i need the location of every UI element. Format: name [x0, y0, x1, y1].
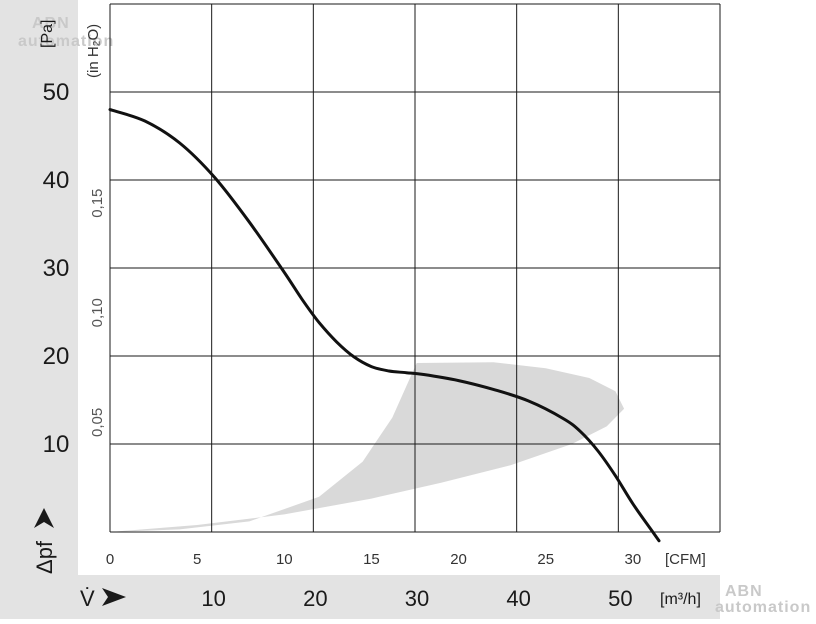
y-secondary-unit-label: (in H₂O) — [85, 24, 102, 78]
x-secondary-unit-label: [m³/h] — [660, 591, 701, 608]
x-tick-label: 30 — [625, 551, 642, 568]
x-secondary-label: V̇ — [80, 586, 95, 611]
x-tick-label: 5 — [193, 551, 201, 568]
y-secondary-tick-label: 0,10 — [89, 298, 106, 327]
y-axis-label: Δpf — [32, 540, 57, 574]
x-secondary-tick-label: 50 — [608, 586, 632, 611]
left-axis-panel — [0, 0, 78, 580]
operating-range-area — [110, 362, 625, 532]
x-secondary-tick-label: 20 — [303, 586, 327, 611]
watermark-bottom: ABN — [725, 583, 763, 600]
watermark-top-sub: automation — [18, 33, 114, 50]
series-line — [108, 108, 661, 543]
y-axis-arrow-icon — [34, 508, 54, 528]
y-secondary-tick-label: 0,15 — [89, 189, 106, 218]
y-secondary-tick-label: 0,05 — [89, 408, 106, 437]
tick-labels: 0 5 10 15 20 25 30 10 20 30 40 50 10 20 30 40 50 0,05 0,10… — [43, 79, 642, 611]
y-tick-label: 30 — [43, 255, 70, 282]
shaded-region — [110, 362, 625, 532]
y-tick-label: 50 — [43, 79, 70, 106]
x-tick-label: 25 — [537, 551, 554, 568]
y-tick-label: 20 — [43, 343, 70, 370]
watermark-bottom-sub: automation — [715, 599, 811, 616]
watermark-top: ABN — [32, 15, 70, 32]
y-tick-label: 40 — [43, 167, 70, 194]
x-tick-label: 20 — [450, 551, 467, 568]
y-unit-label: [Pa] — [39, 20, 56, 48]
x-tick-label: 15 — [363, 551, 380, 568]
curve-layer — [108, 108, 661, 543]
x-tick-label: 0 — [106, 551, 114, 568]
x-secondary-tick-label: 30 — [405, 586, 429, 611]
x-secondary-tick-label: 40 — [506, 586, 530, 611]
x-axis-arrow-icon — [102, 588, 126, 606]
x-unit-label: [CFM] — [665, 551, 706, 568]
x-secondary-tick-label: 10 — [201, 586, 225, 611]
y-tick-label: 10 — [43, 431, 70, 458]
x-tick-label: 10 — [276, 551, 293, 568]
grid — [109, 3, 721, 533]
